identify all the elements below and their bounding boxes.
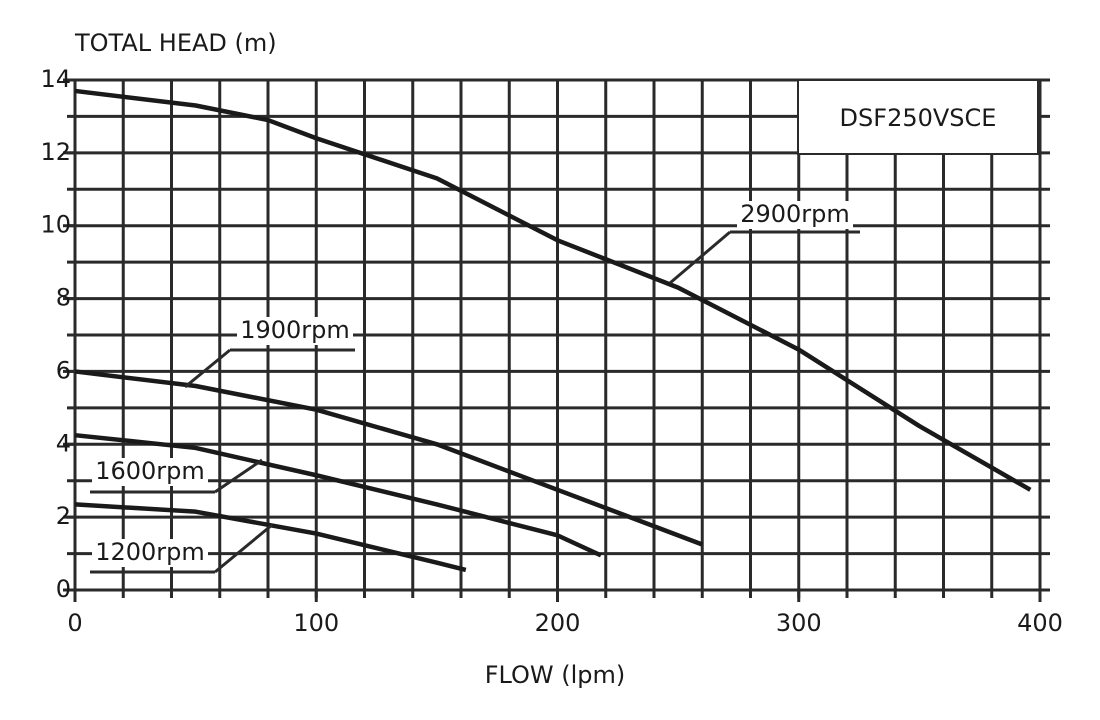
series-label: 2900rpm <box>740 200 850 228</box>
series-label: 1200rpm <box>95 538 205 566</box>
series-label: 1600rpm <box>95 457 205 485</box>
y-tick-label: 2 <box>56 502 71 530</box>
label-leader <box>90 458 263 494</box>
label-bg <box>737 201 853 229</box>
y-tick-label: 4 <box>56 429 71 457</box>
y-tick-label: 14 <box>40 65 71 93</box>
x-tick-label: 100 <box>293 609 339 637</box>
y-tick-label: 8 <box>56 284 71 312</box>
y-tick-label: 0 <box>56 575 71 603</box>
x-tick-label: 300 <box>776 609 822 637</box>
label-bg <box>237 317 353 345</box>
x-tick-label: 200 <box>535 609 581 637</box>
label-bg <box>92 539 208 567</box>
curve <box>74 88 1032 492</box>
curve <box>74 369 704 547</box>
label-leader <box>90 523 273 574</box>
label-leader <box>184 348 355 389</box>
curve <box>74 432 602 558</box>
y-axis-title: TOTAL HEAD (m) <box>74 29 277 57</box>
curve <box>74 502 467 573</box>
label-leader <box>669 230 860 285</box>
x-tick-label: 400 <box>1017 609 1063 637</box>
y-tick-label: 10 <box>40 211 71 239</box>
chart-title: DSF250VSCE <box>840 104 997 132</box>
x-tick-label: 0 <box>67 609 82 637</box>
y-tick-label: 12 <box>40 138 71 166</box>
series-label: 1900rpm <box>240 316 350 344</box>
x-axis-title: FLOW (lpm) <box>485 661 626 689</box>
y-tick-label: 6 <box>56 356 71 384</box>
title-box <box>797 79 1039 155</box>
label-bg <box>92 458 208 486</box>
